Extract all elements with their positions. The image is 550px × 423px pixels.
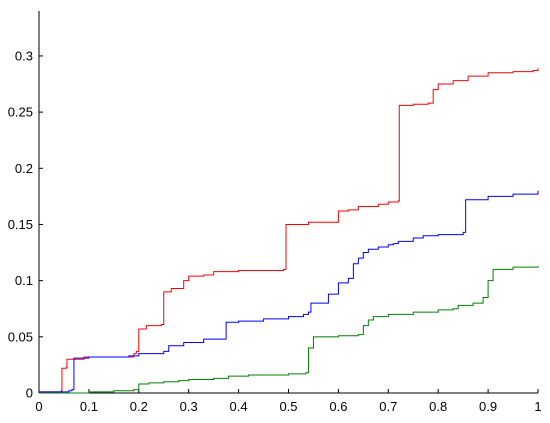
series-layer — [39, 68, 539, 394]
series-line-1 — [39, 68, 539, 393]
x-axis-ticks: 0 0.1 0.2 0.3 0.4 0.5 0.6 0.7 0.8 0.9 1 — [35, 389, 542, 414]
y-tick-label: 0.3 — [15, 48, 33, 63]
series-line-2 — [39, 190, 539, 393]
y-axis-ticks: 0 0.05 0.1 0.15 0.2 0.25 0.3 — [8, 48, 43, 401]
y-tick-label: 0.2 — [15, 161, 33, 176]
x-tick-label: 0.6 — [329, 399, 347, 414]
y-tick-label: 0.05 — [8, 329, 33, 344]
y-tick-label: 0 — [26, 386, 33, 401]
x-tick-label: 0.8 — [429, 399, 447, 414]
y-tick-label: 0.15 — [8, 217, 33, 232]
x-tick-label: 0.5 — [279, 399, 297, 414]
series-line-3 — [39, 266, 539, 394]
plot-area — [38, 11, 538, 394]
x-tick-label: 1 — [534, 399, 541, 414]
x-tick-label: 0.9 — [479, 399, 497, 414]
x-tick-label: 0.4 — [230, 399, 248, 414]
x-tick-label: 0.3 — [180, 399, 198, 414]
x-tick-label: 0 — [35, 399, 42, 414]
x-tick-label: 0.7 — [379, 399, 397, 414]
x-tick-label: 0.2 — [130, 399, 148, 414]
y-tick-label: 0.25 — [8, 105, 33, 120]
x-tick-label: 0.1 — [80, 399, 98, 414]
y-tick-label: 0.1 — [15, 273, 33, 288]
